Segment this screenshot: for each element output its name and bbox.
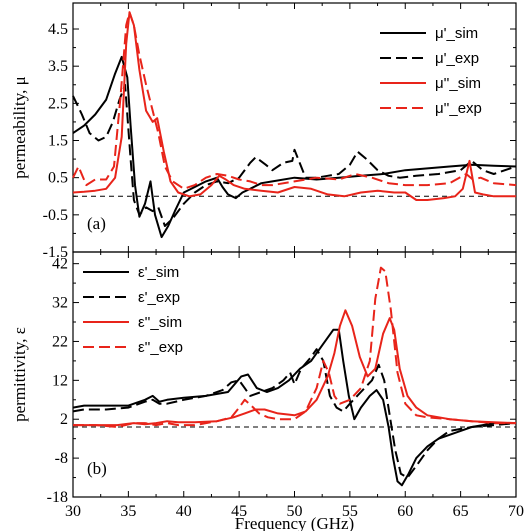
y-tick-label: 0.5: [48, 170, 68, 187]
series-line-3: [73, 266, 516, 428]
y-tick-label: 2.5: [48, 95, 68, 112]
legend-label: μ''_sim: [435, 75, 481, 92]
y-axis-label: permittivity, ε: [10, 327, 29, 422]
y-tick-label: 2: [60, 411, 68, 428]
x-tick-label: 70: [508, 503, 524, 520]
x-tick-label: 65: [453, 503, 469, 520]
x-tick-label: 35: [120, 503, 136, 520]
x-tick-label: 45: [231, 503, 247, 520]
legend-label: ε''_sim: [138, 314, 182, 331]
y-tick-label: -8: [55, 450, 68, 467]
y-tick-label: -1.5: [43, 244, 68, 261]
series-line-0: [72, 55, 517, 239]
y-tick-label: 3.5: [48, 58, 68, 75]
x-tick-label: 50: [287, 503, 303, 520]
x-tick-label: 30: [65, 503, 81, 520]
series-line-1: [72, 348, 517, 479]
panel-b: [72, 251, 517, 498]
series-line-1: [72, 83, 517, 227]
y-tick-label: -18: [47, 489, 68, 506]
series-line-2: [73, 309, 517, 427]
x-tick-label: 55: [342, 503, 358, 520]
x-tick-label: 60: [397, 503, 413, 520]
y-tick-label: 22: [52, 333, 68, 350]
y-tick-label: 42: [52, 256, 68, 273]
y-tick-label: 12: [52, 372, 68, 389]
y-tick-label: 4.5: [48, 21, 68, 38]
legend-label: ε''_exp: [138, 339, 183, 356]
legend-label: ε'_exp: [138, 289, 180, 306]
legend-label: μ''_exp: [435, 100, 482, 117]
y-axis-label: permeability, μ: [10, 76, 29, 178]
y-tick-label: 32: [52, 295, 68, 312]
legend-label: μ'_exp: [435, 50, 479, 67]
y-tick-label: 1.5: [48, 133, 68, 150]
panel-label: (b): [87, 459, 107, 478]
series-line-3: [72, 11, 517, 190]
legend-label: ε'_sim: [138, 264, 179, 281]
panel-label: (a): [87, 214, 106, 233]
y-tick-label: -0.5: [43, 207, 68, 224]
x-axis-label: Frequency (GHz): [235, 514, 354, 531]
legend-label: μ'_sim: [435, 25, 478, 42]
x-tick-label: 40: [176, 503, 192, 520]
